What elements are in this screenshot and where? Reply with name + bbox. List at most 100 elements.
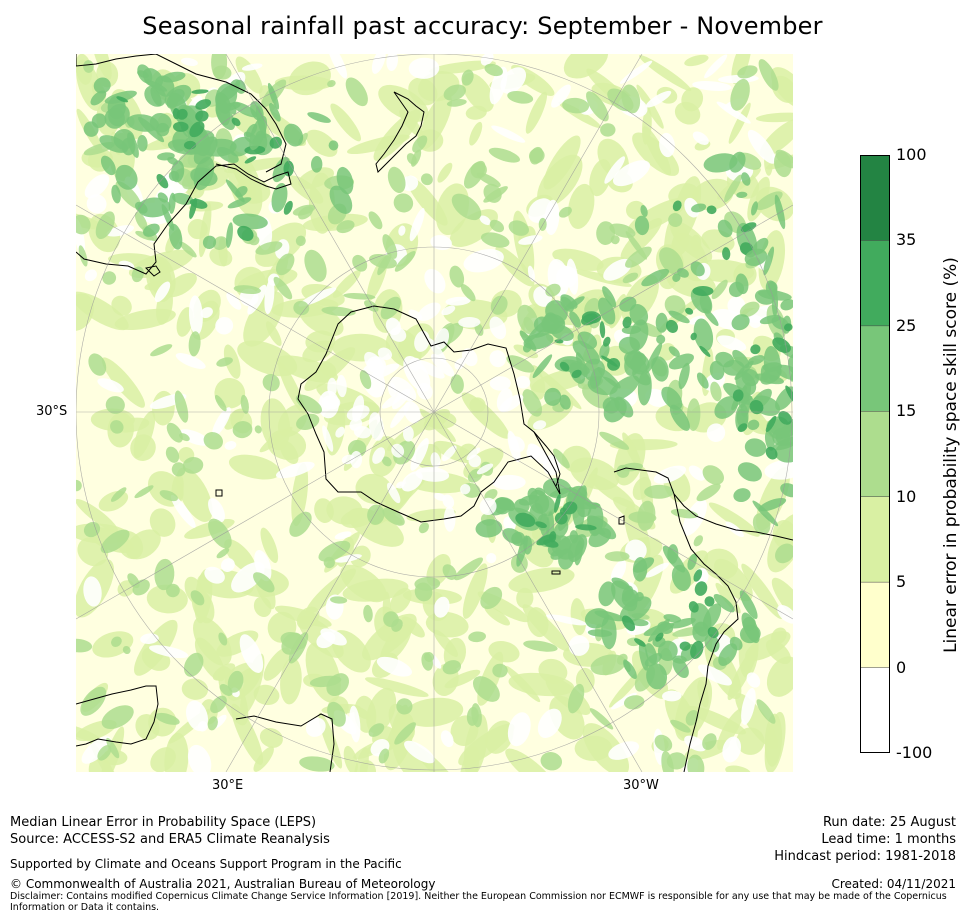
shading-patch — [189, 198, 198, 219]
shading-patch — [451, 193, 482, 221]
shading-patch — [491, 125, 526, 143]
shading-patch — [445, 296, 471, 306]
shading-patch — [748, 315, 762, 328]
shading-patch — [492, 474, 526, 490]
shading-patch — [299, 756, 335, 772]
shading-patch — [784, 323, 793, 332]
shading-patch — [775, 149, 793, 169]
shading-patch — [363, 604, 373, 623]
shading-patch — [780, 299, 793, 311]
shading-patch — [607, 357, 621, 371]
colorbar-swatch — [859, 325, 891, 413]
shading-patch — [305, 330, 336, 353]
shading-patch — [137, 70, 149, 79]
shading-patch — [672, 200, 682, 212]
shading-patch — [586, 91, 609, 122]
shading-patch — [758, 59, 779, 91]
shading-patch — [715, 582, 741, 614]
shading-patch — [122, 645, 131, 655]
shading-patch — [702, 465, 725, 485]
shading-patch — [612, 160, 651, 187]
shading-patch — [741, 172, 751, 186]
shading-patch — [295, 235, 306, 246]
shading-patch — [739, 590, 758, 620]
shading-patch — [232, 421, 253, 439]
shading-patch — [203, 432, 223, 450]
shading-patch — [699, 345, 711, 357]
peninsula-coastline — [533, 431, 561, 487]
shading-patch — [309, 675, 342, 688]
shading-patch — [409, 208, 425, 242]
shading-patch — [751, 201, 758, 216]
shading-patch — [269, 136, 283, 149]
shading-patch — [215, 103, 236, 131]
graticule — [76, 54, 793, 772]
shading-patch — [182, 457, 204, 474]
shading-patch — [131, 266, 144, 283]
shading-patch — [463, 249, 504, 273]
shading-patch — [690, 332, 697, 341]
shading-patch — [731, 314, 750, 331]
shading-patch — [424, 268, 446, 294]
shading-patch — [538, 658, 568, 684]
shading-patch — [408, 57, 440, 79]
shading-patch — [197, 721, 208, 732]
shading-patch — [116, 96, 129, 103]
disclaimer-line2: Information or Data it contains. — [10, 901, 160, 913]
shading-patch — [322, 425, 334, 452]
shading-patch — [221, 558, 235, 573]
colorbar-tick: 10 — [896, 486, 917, 506]
shading-patch — [269, 103, 281, 122]
shading-patch — [321, 306, 356, 317]
shading-patch — [140, 633, 159, 644]
shading-patch — [364, 677, 429, 697]
shading-patch — [368, 412, 384, 441]
shading-patch — [508, 220, 529, 236]
shading-patch — [733, 488, 751, 503]
shading-patch — [78, 245, 88, 267]
shading-patch — [704, 634, 720, 653]
shading-patch — [545, 283, 561, 297]
shading-patch — [766, 656, 793, 697]
shading-patch — [506, 355, 535, 373]
shading-patch — [394, 251, 416, 272]
shading-patch — [519, 330, 537, 352]
shading-patch — [772, 520, 793, 550]
shading-patch — [231, 117, 241, 127]
shading-patch — [729, 636, 743, 651]
shading-patch — [262, 373, 280, 392]
shading-patch — [737, 462, 762, 482]
shading-patch — [155, 712, 180, 725]
shading-patch — [672, 273, 681, 282]
shading-patch — [600, 123, 616, 137]
shading-patch — [747, 129, 776, 164]
shading-patch — [461, 348, 478, 367]
shading-patch — [470, 162, 487, 179]
shading-patch — [327, 54, 348, 79]
shading-patch — [563, 54, 609, 79]
shading-patch — [271, 182, 288, 213]
shading-patch — [724, 174, 742, 203]
shading-patch — [688, 601, 699, 613]
shading-patch — [298, 206, 313, 220]
shading-patch — [392, 737, 437, 772]
shading-patch — [275, 253, 295, 276]
shading-patch — [173, 121, 189, 132]
shading-patch — [559, 394, 571, 410]
shading-patch — [516, 587, 534, 609]
shading-patch — [603, 336, 611, 347]
shading-patch — [699, 293, 713, 314]
colorbar-tick: 15 — [896, 401, 917, 421]
shading-patch — [523, 535, 533, 555]
shading-patch — [346, 405, 370, 421]
shading-patch — [372, 447, 386, 464]
shading-patch — [550, 549, 565, 560]
shading-patch — [218, 632, 228, 646]
shading-patch — [427, 338, 447, 364]
created-date: Created: 04/11/2021 — [831, 877, 956, 891]
shading-patch — [621, 84, 641, 114]
shading-patch — [717, 219, 733, 238]
shading-patch — [321, 395, 341, 410]
shading-patch — [507, 90, 534, 104]
shading-patch — [677, 268, 689, 278]
